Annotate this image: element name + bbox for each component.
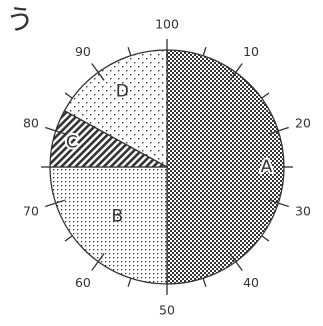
minor-tick xyxy=(127,278,132,288)
major-tick xyxy=(229,63,243,81)
slice-label-b: B xyxy=(112,207,124,227)
chart-title: う xyxy=(6,3,34,36)
minor-tick xyxy=(64,235,73,242)
slice-label-d: D xyxy=(116,81,129,101)
minor-tick xyxy=(202,278,207,288)
tick-label: 70 xyxy=(23,204,39,219)
minor-tick xyxy=(261,235,270,242)
pie-slices xyxy=(49,49,285,285)
major-tick xyxy=(91,253,105,271)
tick-label: 100 xyxy=(155,17,179,32)
pie-slice-d xyxy=(63,49,168,169)
scale-ticks xyxy=(41,39,293,295)
tick-label: 20 xyxy=(295,115,311,130)
minor-tick xyxy=(64,92,73,99)
minor-tick xyxy=(202,46,207,56)
pie-slice-b xyxy=(49,166,168,285)
major-tick xyxy=(91,63,105,81)
tick-label: 50 xyxy=(159,303,175,318)
slice-label-c: C xyxy=(66,133,78,153)
major-tick xyxy=(45,199,66,208)
scale-tick-labels: 100 10 20 30 40 50 60 70 80 90 xyxy=(23,17,311,318)
tick-label: 80 xyxy=(23,115,39,130)
major-tick xyxy=(229,253,243,271)
major-tick xyxy=(268,126,289,135)
tick-label: 30 xyxy=(295,204,311,219)
tick-label: 40 xyxy=(243,275,259,290)
slice-label-a: A xyxy=(261,157,273,177)
tick-label: 60 xyxy=(75,275,91,290)
pie-slice-a xyxy=(166,49,285,285)
minor-tick xyxy=(261,92,270,99)
tick-label: 90 xyxy=(75,44,91,59)
tick-label: 10 xyxy=(243,44,259,59)
slice-labels: A B C D xyxy=(64,81,275,227)
major-tick xyxy=(268,199,289,208)
minor-tick xyxy=(127,46,132,56)
major-tick xyxy=(45,126,66,135)
